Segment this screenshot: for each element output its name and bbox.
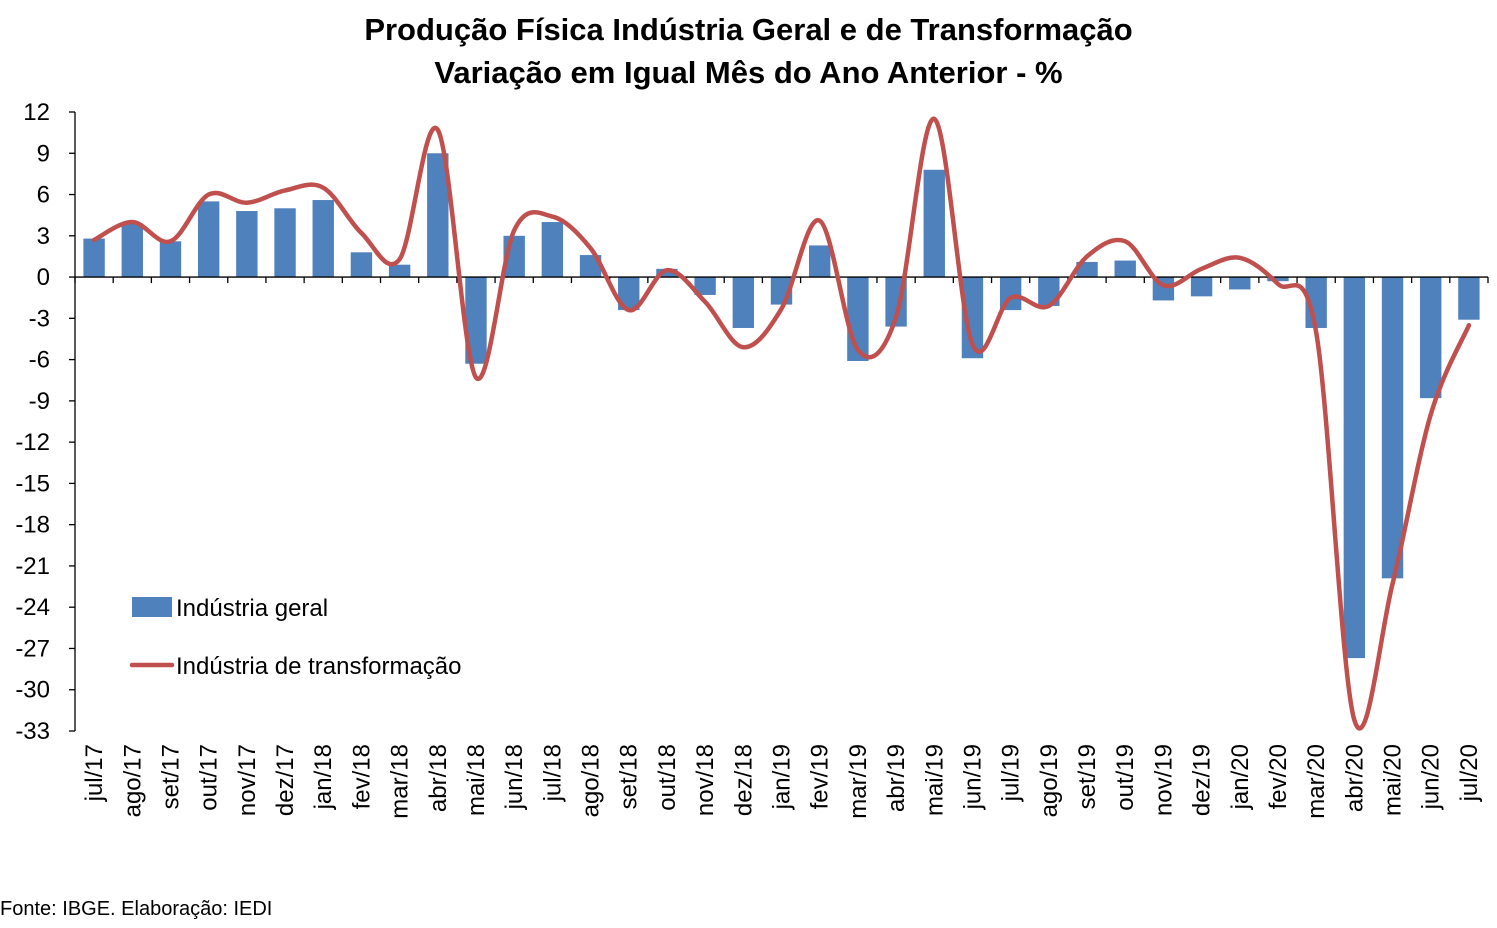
y-tick-label: -12 [15,429,50,456]
source-note: Fonte: IBGE. Elaboração: IEDI [0,898,273,920]
x-tick-label: abr/20 [1341,744,1368,812]
x-tick-label: nov/17 [234,744,261,816]
bar [1190,277,1213,297]
y-tick-label: -24 [15,594,50,621]
bar [1343,277,1366,659]
x-axis: jul/17 ago/17 set/17 out/17 nov/17 dez/17 jan/… [74,276,1489,819]
x-tick-label: fev/18 [348,744,375,809]
bar [197,201,220,278]
x-tick-label: ago/18 [578,744,605,817]
y-tick-label: 3 [37,223,50,250]
bar [923,169,945,278]
y-tick-label: 9 [37,140,50,167]
legend-label-bar: Indústria geral [176,595,328,622]
legend: Indústria geral Indústria de transformaç… [129,595,461,680]
x-tick-label: jun/19 [959,744,986,810]
chart-title-line-2: Variação em Igual Mês do Ano Anterior - … [434,55,1063,90]
y-tick-label: -33 [15,718,50,745]
legend-swatch-bar [132,597,172,617]
chart-title-line-1: Produção Física Indústria Geral e de Tra… [364,12,1133,47]
y-tick-label: -9 [29,388,50,415]
bar [312,200,334,278]
chart-title: Produção Física Indústria Geral e de Tra… [0,8,1497,94]
bar-series [83,153,1480,659]
x-tick-label: ago/19 [1036,744,1063,817]
x-tick-label: jan/20 [1227,744,1254,810]
y-axis: 12 9 6 3 0 -3 -6 -9 -12 -15 -18 -21 -24 -27 -30 -33 [15,99,76,745]
x-tick-label: jul/18 [539,744,566,802]
bar [236,211,258,278]
x-tick-label: mai/19 [921,744,948,816]
bar [121,223,143,278]
y-tick-label: 6 [37,182,50,209]
x-tick-label: fev/19 [807,744,834,809]
y-tick-label: -27 [15,635,50,662]
y-tick-label: -18 [15,512,50,539]
bar [1458,277,1480,320]
line-series [91,116,1472,731]
x-tick-label: out/18 [654,744,681,811]
x-tick-label: abr/18 [425,744,452,812]
bar [1229,277,1251,290]
x-tick-label: nov/18 [692,744,719,816]
bar [1420,277,1442,399]
bar [427,153,449,278]
bar [274,208,296,278]
y-tick-label: -30 [15,677,50,704]
x-tick-label: jan/18 [310,744,337,810]
x-tick-label: mar/20 [1303,744,1330,819]
bar [809,245,831,278]
bar [83,238,105,278]
x-tick-label: jul/20 [1456,744,1483,802]
x-tick-label: out/19 [1112,744,1139,811]
bar [1381,277,1404,579]
y-tick-label: -21 [15,553,50,580]
x-tick-label: dez/18 [730,744,757,816]
x-tick-label: jun/20 [1418,744,1445,810]
x-tick-label: mar/19 [845,744,872,819]
bar [541,222,564,278]
bar [1114,260,1136,278]
x-tick-label: ago/17 [119,744,146,817]
bar [694,277,716,295]
x-tick-label: mai/18 [463,744,490,816]
y-tick-label: -6 [29,347,50,374]
x-tick-label: dez/17 [272,744,299,816]
x-tick-label: nov/19 [1150,744,1177,816]
bar [618,277,640,311]
x-tick-label: mai/20 [1380,744,1407,816]
x-tick-label: jul/17 [81,744,108,802]
bar [961,277,984,359]
x-tick-label: set/18 [616,744,643,809]
x-tick-label: out/17 [196,744,223,811]
x-tick-label: abr/19 [883,744,910,812]
x-tick-label: jan/19 [769,744,796,810]
y-tick-label: -3 [29,305,50,332]
bar [465,277,487,364]
legend-label-line: Indústria de transformação [176,653,461,680]
y-tick-label: -15 [15,470,50,497]
x-tick-label: jul/19 [998,744,1025,802]
x-tick-label: mar/18 [387,744,414,819]
bar [1267,277,1289,282]
bar [656,268,678,278]
y-tick-label: 0 [37,264,50,291]
bar [732,277,755,328]
x-tick-label: dez/19 [1189,744,1216,816]
x-tick-label: set/19 [1074,744,1101,809]
y-tick-label: 12 [23,99,50,126]
bar [388,264,411,278]
x-tick-label: fev/20 [1265,744,1292,809]
x-tick-label: set/17 [157,744,184,809]
line-path [91,116,1472,731]
x-tick-label: jun/18 [501,744,528,810]
bar [159,241,182,278]
bar [350,252,373,278]
